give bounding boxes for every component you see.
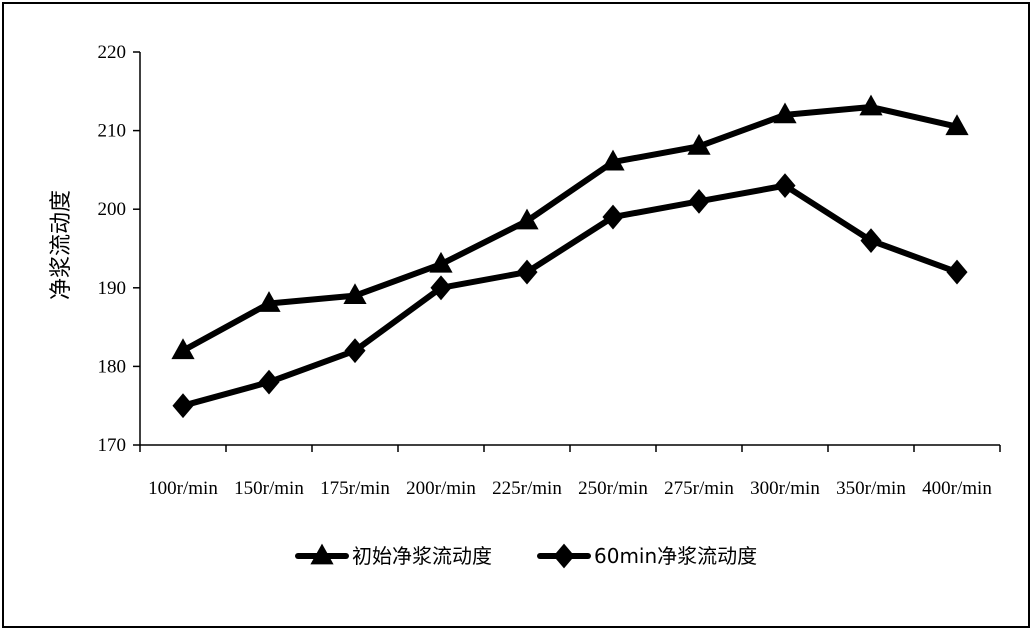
y-tick-label: 170 — [98, 435, 127, 456]
legend-item: 初始净浆流动度 — [295, 543, 492, 568]
series-line — [180, 182, 960, 409]
x-tick-label: 200r/min — [406, 478, 476, 499]
data-point — [516, 259, 538, 285]
legend-marker — [553, 543, 575, 569]
data-point — [859, 94, 883, 116]
data-point — [774, 173, 796, 199]
series-2 — [172, 173, 968, 419]
data-point — [258, 369, 280, 395]
data-point — [946, 259, 968, 285]
x-tick-label: 225r/min — [492, 478, 562, 499]
x-ticks: 100r/min 150r/min 175r/min 200r/min 225r/min… — [139, 445, 1001, 499]
y-tick-label: 180 — [98, 356, 127, 377]
legend: 初始净浆流动度 60min净浆流动度 — [295, 543, 757, 569]
legend-item: 60min净浆流动度 — [537, 543, 757, 569]
y-tick-label: 220 — [98, 42, 127, 63]
x-tick-label: 400r/min — [922, 478, 992, 499]
data-point — [688, 188, 710, 214]
x-tick-label: 250r/min — [578, 478, 648, 499]
data-point — [430, 275, 452, 301]
data-point — [344, 338, 366, 364]
x-tick-label: 300r/min — [750, 478, 820, 499]
data-point — [773, 102, 797, 124]
x-tick-label: 150r/min — [234, 478, 304, 499]
data-point — [257, 291, 281, 312]
y-tick-label: 210 — [98, 121, 127, 142]
data-point — [172, 393, 194, 419]
data-point — [602, 204, 624, 230]
data-point — [687, 133, 711, 155]
data-point — [429, 251, 453, 273]
series-1 — [171, 94, 969, 360]
series-line — [180, 104, 960, 354]
legend-marker — [310, 543, 334, 565]
legend-label: 初始净浆流动度 — [352, 544, 492, 568]
data-point — [515, 208, 539, 230]
data-point — [945, 114, 969, 136]
y-axis-label: 净浆流动度 — [49, 190, 74, 300]
x-tick-label: 350r/min — [836, 478, 906, 499]
y-ticks: 170 180 190 200 210 220 — [98, 42, 140, 456]
x-tick-label: 175r/min — [320, 478, 390, 499]
data-point — [171, 338, 195, 360]
series-group — [171, 94, 969, 419]
data-point — [860, 228, 882, 254]
x-tick-label: 100r/min — [148, 478, 218, 499]
x-tick-label: 275r/min — [664, 478, 734, 499]
y-tick-label: 200 — [98, 199, 127, 220]
data-point — [601, 149, 625, 171]
y-tick-label: 190 — [98, 278, 127, 299]
legend-label: 60min净浆流动度 — [594, 544, 757, 568]
data-point — [343, 283, 367, 305]
